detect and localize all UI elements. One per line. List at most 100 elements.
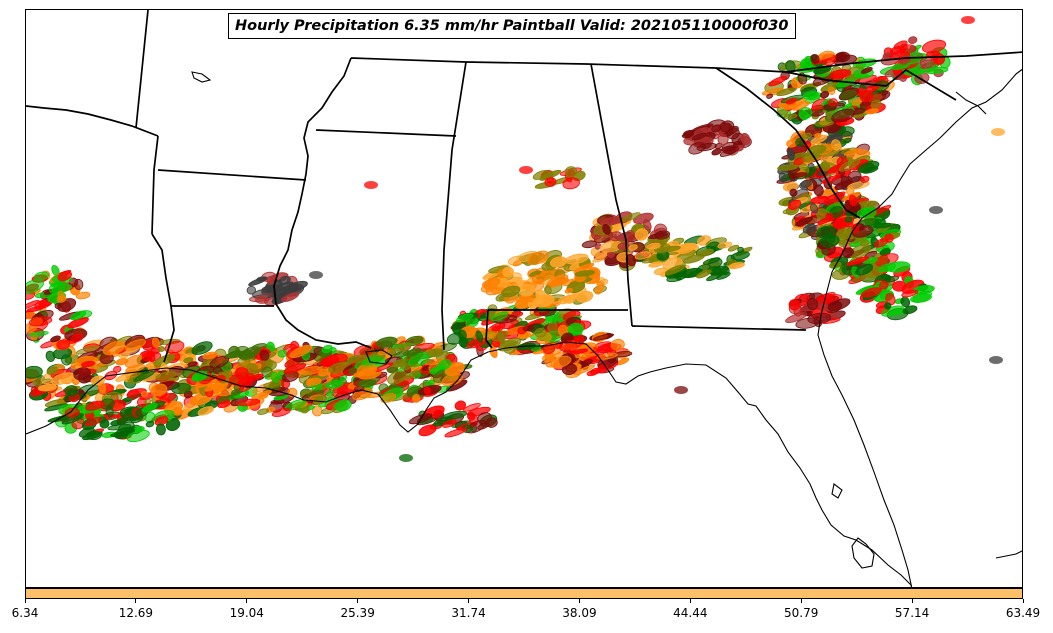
precip-blob [299, 366, 323, 375]
precip-blob [886, 261, 911, 273]
precip-blob [231, 388, 241, 396]
precip-blob [802, 223, 817, 234]
precip-blob [534, 327, 547, 338]
precip-blob [283, 363, 307, 374]
precip-blob [564, 287, 574, 294]
chesapeake-fringe [955, 91, 987, 115]
colorbar-tick-label: 31.74 [451, 606, 486, 620]
precip-blob [266, 341, 275, 352]
precip-blob [326, 390, 334, 397]
colorbar-tick [800, 599, 802, 603]
precip-blob [155, 371, 177, 381]
precip-blob [610, 338, 625, 351]
precip-blob [475, 330, 484, 343]
precip-blob [113, 365, 122, 373]
precip-blob [50, 335, 61, 343]
precip-blob [191, 341, 213, 355]
precip-blob [307, 377, 322, 386]
colorbar-tick [911, 599, 913, 603]
precip-blob [340, 375, 348, 381]
colorbar [25, 588, 1023, 599]
precip-blob [70, 310, 87, 321]
precip-blob [696, 248, 714, 257]
colorbar-tick-label: 38.09 [562, 606, 597, 620]
precip-blob [634, 251, 651, 260]
precip-blob [711, 124, 722, 133]
gulf-coastline [26, 341, 913, 587]
precip-blob [820, 90, 830, 99]
precip-blob [99, 419, 110, 429]
precip-blob [634, 228, 649, 241]
alabama-georgia-border [590, 63, 633, 327]
precip-blob [222, 369, 233, 377]
precip-blob [497, 332, 506, 345]
precip-blob [456, 313, 474, 323]
precip-blob [522, 325, 534, 332]
colorbar-tick-label: 44.44 [673, 606, 708, 620]
precip-blob [183, 357, 194, 364]
precip-blob [325, 380, 344, 389]
precip-blob [73, 367, 91, 381]
precip-blob [728, 262, 745, 270]
precip-blob [858, 162, 875, 174]
precip-blob [406, 347, 422, 357]
precip-blob [567, 322, 584, 336]
precip-blob [648, 232, 669, 240]
precip-blob [516, 342, 536, 351]
precip-blob [656, 245, 681, 253]
precip-blob [144, 398, 152, 404]
precip-blob [827, 86, 836, 95]
precip-blob [271, 408, 291, 417]
oklahoma-texas-border [135, 10, 149, 129]
oklahoma-kansas-border [26, 105, 159, 137]
precip-blob [418, 424, 437, 437]
mississippi-tennessee-border [315, 129, 457, 137]
precip-blob [766, 93, 774, 99]
precip-blob [90, 375, 106, 386]
precip-blob [908, 36, 918, 44]
precip-blob [574, 270, 595, 277]
colorbar-tick-label: 63.49 [1005, 606, 1041, 620]
precip-blob [559, 340, 578, 353]
precip-blob [814, 120, 834, 127]
precip-blob [412, 394, 421, 403]
precipitation-blobs [26, 16, 1005, 462]
precip-blob [873, 222, 892, 229]
colorbar-tick [357, 599, 359, 603]
precip-blob [777, 164, 798, 171]
precip-blob [592, 333, 614, 341]
precip-blob [719, 146, 740, 157]
precip-blob [550, 355, 572, 369]
precip-blob [251, 390, 272, 400]
precip-blob [831, 108, 855, 123]
precip-blob [255, 296, 269, 304]
precip-blob [717, 134, 729, 145]
precip-blob [664, 264, 686, 275]
precip-blob [892, 280, 907, 292]
precip-blob [84, 417, 103, 427]
precip-blob [358, 379, 377, 388]
precip-blob [57, 270, 73, 282]
precip-blob [846, 256, 870, 266]
precip-blob [527, 250, 549, 265]
colorbar-tick-label: 50.79 [784, 606, 819, 620]
mississippi-alabama-border [441, 61, 467, 351]
precip-blob [859, 239, 870, 247]
precip-blob [596, 353, 618, 360]
precip-blob [696, 269, 712, 279]
florida-lake [831, 483, 843, 499]
precip-blob [141, 391, 149, 397]
precip-blob [829, 69, 852, 79]
precip-blob [125, 339, 146, 351]
precip-blob [56, 339, 71, 350]
precip-blob [834, 180, 853, 190]
precip-blob [903, 68, 927, 76]
precip-blob [261, 366, 273, 378]
precip-blob [838, 159, 861, 172]
precip-blob [26, 305, 45, 313]
precip-blob [788, 172, 808, 179]
precip-blob [548, 278, 570, 287]
precip-blob [438, 359, 452, 370]
precip-blob [989, 356, 1003, 364]
precip-blob [594, 287, 603, 295]
